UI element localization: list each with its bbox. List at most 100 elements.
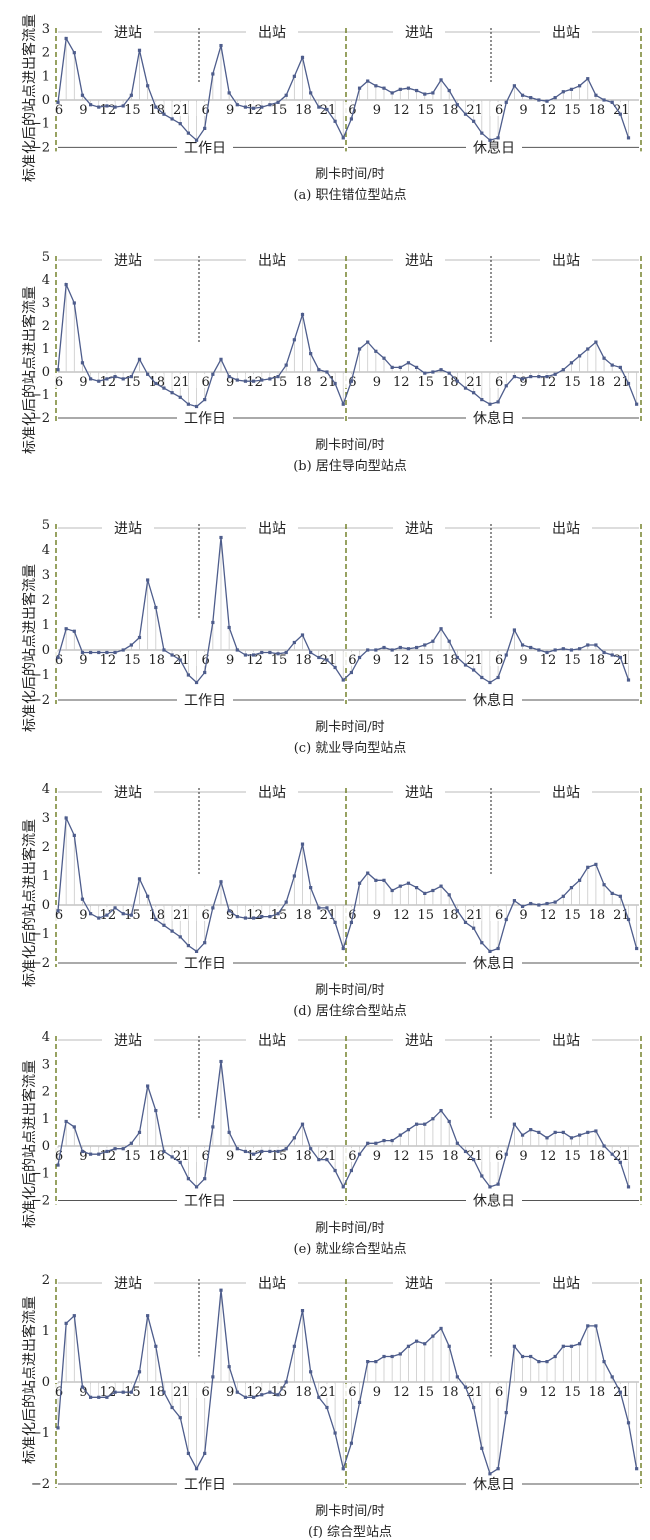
- chart-caption: (c) 就业导向型站点: [293, 741, 407, 756]
- data-point: [227, 909, 231, 913]
- x-tick-label: 15: [417, 375, 434, 390]
- data-point: [227, 1130, 231, 1134]
- data-point: [300, 842, 305, 846]
- data-point: [545, 1360, 549, 1364]
- label-bg: [563, 652, 580, 666]
- data-point: [398, 884, 402, 888]
- data-point: [447, 88, 451, 93]
- x-tick-label: 9: [79, 1385, 87, 1400]
- data-point: [488, 949, 492, 953]
- y-axis-label: 标准化后的站点进出客流量: [22, 564, 38, 732]
- label-bg: [221, 102, 238, 116]
- data-point: [121, 912, 125, 916]
- x-tick-label: 18: [295, 1385, 312, 1400]
- label-bg: [98, 652, 115, 666]
- label-bg: [466, 1191, 522, 1210]
- label-bg: [98, 102, 115, 116]
- x-tick-label: 12: [540, 375, 557, 390]
- data-point: [537, 903, 541, 907]
- x-tick-label: 6: [55, 375, 63, 390]
- label-bg: [490, 652, 507, 666]
- data-point: [219, 43, 223, 48]
- data-point: [472, 668, 476, 672]
- x-tick-label: 18: [589, 1385, 606, 1400]
- data-point: [447, 639, 451, 643]
- data-point: [80, 650, 85, 655]
- data-point: [162, 386, 166, 390]
- x-tick-label: 6: [495, 653, 503, 668]
- data-point: [488, 680, 492, 685]
- data-point: [341, 1467, 345, 1471]
- label-bg: [221, 1148, 238, 1162]
- x-tick-label: 18: [295, 103, 312, 118]
- data-point: [186, 402, 190, 406]
- x-tick-label: 6: [348, 1149, 356, 1164]
- data-point: [154, 1108, 158, 1113]
- x-tick-label: 6: [348, 1385, 356, 1400]
- data-point: [252, 916, 256, 920]
- data-point: [398, 365, 402, 369]
- x-tick-label: 12: [540, 103, 557, 118]
- data-point: [463, 1385, 468, 1389]
- y-tick-label: −1: [31, 668, 50, 683]
- data-point: [610, 1152, 614, 1156]
- data-point: [374, 84, 378, 88]
- data-point: [545, 375, 549, 379]
- data-point: [578, 354, 582, 358]
- data-point: [496, 946, 500, 951]
- label-bg: [466, 691, 522, 709]
- data-point: [178, 1160, 182, 1164]
- x-tick-label: 21: [613, 1149, 630, 1164]
- x-tick-label: 18: [442, 1385, 459, 1400]
- label-bg: [221, 374, 238, 388]
- data-point: [341, 678, 345, 682]
- label-bg: [539, 1148, 555, 1162]
- data-point: [56, 909, 60, 913]
- weekend-label: 休息日: [473, 139, 515, 156]
- data-point: [366, 340, 370, 344]
- label-bg: [102, 1274, 154, 1292]
- data-point: [113, 105, 117, 109]
- y-tick-label: −2: [31, 1477, 50, 1492]
- x-tick-label: 21: [173, 908, 190, 923]
- label-bg: [343, 1148, 360, 1162]
- data-point: [578, 878, 582, 882]
- label-bg: [294, 374, 311, 388]
- data-point: [366, 648, 370, 652]
- label-bg: [343, 907, 360, 921]
- data-point: [186, 131, 190, 135]
- data-point: [72, 629, 76, 633]
- y-tick-label: 3: [42, 811, 50, 826]
- x-tick-label: 9: [373, 103, 381, 118]
- label-bg: [147, 1148, 164, 1162]
- data-point: [504, 1411, 508, 1415]
- data-point: [366, 1141, 370, 1145]
- data-point: [203, 941, 207, 945]
- entry-label: 进站: [114, 785, 142, 801]
- label-bg: [563, 1384, 580, 1398]
- x-tick-label: 6: [202, 908, 210, 923]
- label-bg: [177, 138, 233, 157]
- data-point: [488, 138, 492, 142]
- label-bg: [50, 374, 66, 388]
- data-point: [569, 1344, 574, 1348]
- plot-area: 43210−1−2进站出站进站出站工作日休息日69121518216912151…: [31, 782, 642, 972]
- entry-label: 进站: [114, 521, 142, 537]
- x-tick-label: 6: [495, 1149, 503, 1164]
- data-point: [121, 1390, 125, 1394]
- data-point: [170, 1155, 174, 1159]
- label-bg: [367, 374, 384, 388]
- data-point: [325, 1158, 329, 1162]
- y-tick-label: 0: [42, 1139, 50, 1154]
- data-point: [496, 1182, 500, 1186]
- exit-label: 出站: [552, 1033, 580, 1049]
- data-point: [512, 628, 516, 632]
- label-bg: [466, 954, 522, 972]
- exit-label: 出站: [552, 25, 580, 41]
- data-point: [578, 1342, 582, 1346]
- label-bg: [540, 783, 592, 801]
- data-point: [374, 878, 378, 882]
- data-point: [268, 1390, 272, 1394]
- x-tick-label: 6: [202, 1385, 210, 1400]
